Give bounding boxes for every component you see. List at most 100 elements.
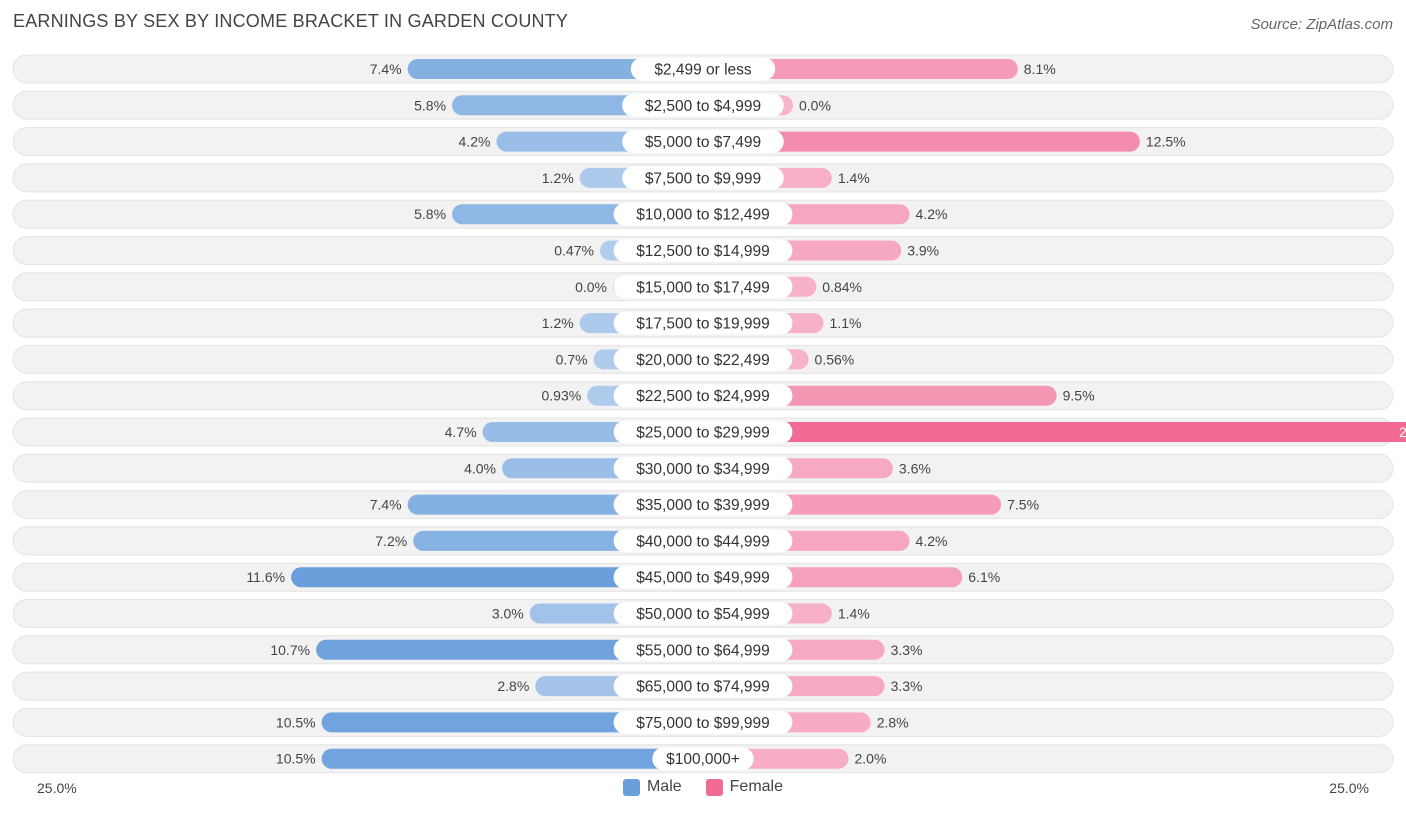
category-label: $7,500 to $9,999 [645, 170, 761, 187]
male-value-label: 0.93% [541, 388, 581, 404]
category-label: $25,000 to $29,999 [636, 425, 770, 442]
category-label: $50,000 to $54,999 [636, 606, 770, 623]
male-value-label: 10.5% [276, 714, 316, 730]
female-value-label: 12.5% [1146, 134, 1186, 150]
category-label: $75,000 to $99,999 [636, 715, 770, 732]
category-label-bg [613, 493, 793, 517]
female-value-label: 2.8% [877, 714, 909, 730]
category-label-bg [613, 674, 793, 698]
male-bar [407, 59, 703, 79]
male-bar [316, 639, 703, 660]
female-value-label: 0.56% [815, 351, 855, 367]
male-value-label: 4.0% [464, 460, 496, 476]
male-value-label: 7.2% [375, 533, 407, 549]
category-label: $2,500 to $4,999 [645, 98, 761, 115]
category-label: $55,000 to $64,999 [636, 642, 770, 659]
category-label-bg [613, 710, 793, 734]
female-value-label: 0.84% [822, 279, 862, 295]
category-label: $12,500 to $14,999 [636, 243, 770, 260]
category-label: $100,000+ [666, 751, 740, 768]
category-label-bg [613, 347, 793, 371]
male-bar [321, 712, 703, 733]
female-value-label: 4.2% [916, 206, 948, 222]
axis-left-label: 25.0% [37, 780, 77, 796]
female-value-label: 3.3% [891, 678, 923, 694]
female-value-label: 23.7% [1399, 424, 1406, 440]
category-label-bg [613, 638, 793, 662]
male-value-label: 11.6% [246, 569, 285, 585]
female-bar [703, 59, 1018, 79]
male-value-label: 4.7% [445, 424, 477, 440]
legend-label-female: Female [729, 778, 784, 795]
legend-swatch-female [705, 778, 723, 796]
category-label-bg [613, 420, 793, 444]
category-label-bg [613, 311, 793, 335]
category-label-bg [622, 93, 784, 117]
female-value-label: 1.1% [830, 315, 862, 331]
female-value-label: 9.5% [1063, 388, 1095, 404]
female-value-label: 7.5% [1007, 497, 1039, 513]
male-bar [291, 567, 703, 588]
category-label-bg [613, 239, 793, 262]
category-label: $45,000 to $49,999 [636, 570, 770, 587]
category-label: $15,000 to $17,499 [636, 279, 770, 296]
category-label: $20,000 to $22,499 [636, 352, 770, 369]
category-label-bg [613, 529, 793, 553]
female-value-label: 3.6% [899, 460, 931, 476]
legend-swatch-male [622, 778, 640, 796]
male-value-label: 3.0% [492, 606, 524, 622]
male-value-label: 2.8% [497, 678, 529, 694]
category-label: $5,000 to $7,499 [645, 134, 761, 151]
female-value-label: 2.0% [855, 751, 887, 767]
legend-item-male[interactable]: Male [622, 778, 682, 796]
category-label: $10,000 to $12,499 [636, 207, 770, 224]
legend: Male Female [0, 778, 1406, 796]
category-label-bg [613, 602, 793, 625]
category-label: $2,499 or less [654, 62, 752, 79]
female-bar [703, 131, 1140, 152]
male-value-label: 5.8% [414, 97, 446, 113]
female-bar [703, 422, 1406, 442]
category-label: $22,500 to $24,999 [636, 388, 770, 405]
female-value-label: 0.0% [799, 97, 831, 113]
category-label: $35,000 to $39,999 [636, 497, 770, 514]
male-value-label: 10.7% [270, 642, 310, 658]
male-value-label: 0.0% [575, 279, 607, 295]
category-label-bg [652, 747, 754, 771]
female-value-label: 1.4% [838, 606, 870, 622]
category-label: $40,000 to $44,999 [636, 533, 770, 550]
male-value-label: 7.4% [370, 61, 402, 77]
source-note: Source: ZipAtlas.com [1250, 16, 1393, 33]
male-value-label: 0.7% [556, 351, 588, 367]
category-label-bg [613, 275, 793, 299]
male-value-label: 1.2% [542, 315, 574, 331]
category-label-bg [630, 57, 776, 81]
category-label-bg [613, 565, 793, 589]
male-value-label: 1.2% [542, 170, 574, 186]
female-value-label: 4.2% [916, 533, 948, 549]
male-value-label: 4.2% [459, 134, 491, 150]
legend-label-male: Male [646, 778, 682, 795]
category-label: $30,000 to $34,999 [636, 461, 770, 478]
female-bar [703, 385, 1057, 406]
male-value-label: 5.8% [414, 206, 446, 222]
category-label-bg [622, 130, 784, 154]
chart-title: EARNINGS BY SEX BY INCOME BRACKET IN GAR… [13, 11, 569, 31]
female-value-label: 3.3% [891, 642, 923, 658]
category-label: $65,000 to $74,999 [636, 679, 770, 696]
legend-item-female[interactable]: Female [705, 778, 784, 796]
category-label-bg [622, 166, 784, 190]
female-value-label: 6.1% [968, 569, 1000, 585]
category-label-bg [613, 456, 793, 480]
male-bar [321, 748, 703, 769]
female-value-label: 3.9% [907, 243, 939, 259]
female-value-label: 8.1% [1024, 61, 1056, 77]
male-value-label: 0.47% [554, 243, 594, 259]
axis-right-label: 25.0% [1329, 780, 1369, 796]
category-label-bg [613, 202, 793, 226]
category-label-bg [613, 384, 793, 408]
female-value-label: 1.4% [838, 170, 870, 186]
male-value-label: 10.5% [276, 751, 316, 767]
category-label: $17,500 to $19,999 [636, 316, 770, 333]
